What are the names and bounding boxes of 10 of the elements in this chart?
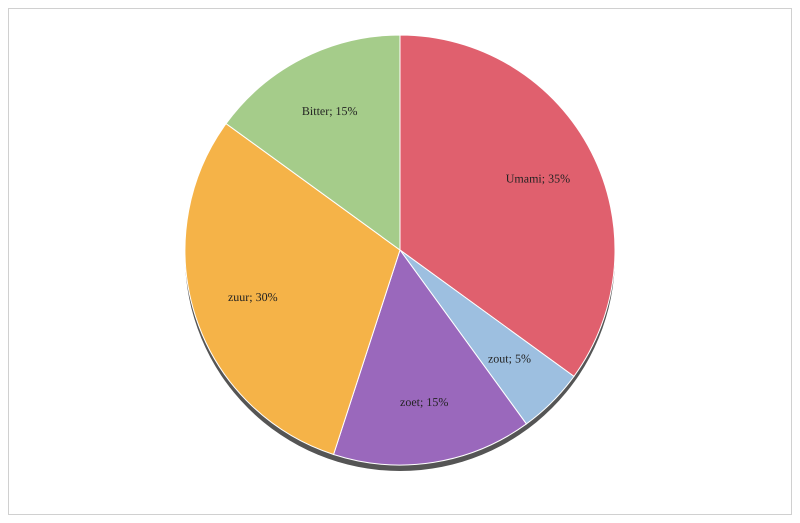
data-label: ; 30%	[249, 290, 278, 304]
slice-label: zout	[488, 351, 510, 366]
slice-label: Umami	[506, 171, 542, 186]
slice-label: zuur	[228, 290, 250, 304]
data-label: ; 35%	[542, 171, 570, 186]
data-label: ; 15%	[329, 104, 358, 118]
data-label: ; 5%	[508, 351, 531, 366]
data-label: ; 15%	[420, 394, 448, 409]
slice-label: zoet	[400, 394, 421, 409]
slice-label: Bitter	[302, 104, 330, 118]
